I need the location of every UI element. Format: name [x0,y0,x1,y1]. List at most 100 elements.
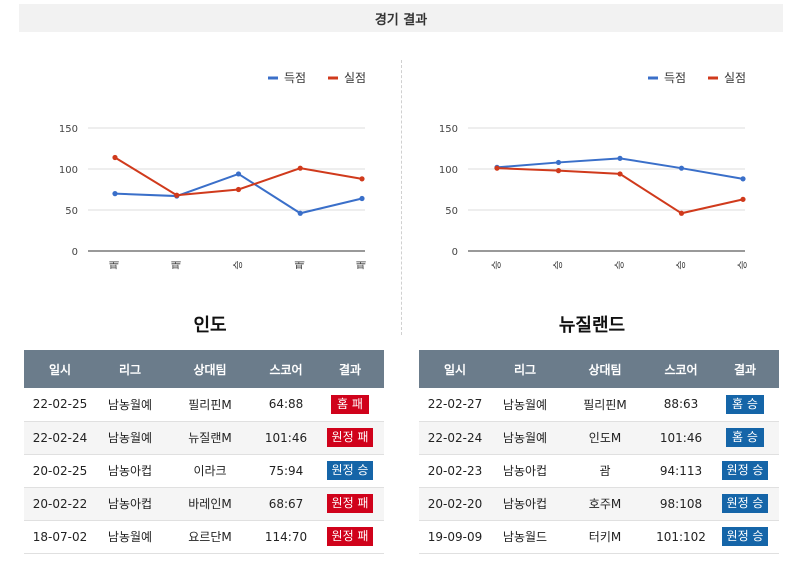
x-tick-label: 승 [491,260,503,269]
cell-opponent: 바레인M [164,487,256,521]
cell-result: 원정 패 [316,487,384,521]
cell-score: 64:88 [256,388,316,422]
table-row: 20-02-22 남농아컵 바레인M 68:67 원정 패 [24,487,384,521]
data-point [235,171,242,177]
table-row: 22-02-24 남농월예 인도M 101:46 홈 승 [419,421,779,455]
table-row: 19-09-09 남농월드 터키M 101:102 원정 승 [419,520,779,554]
data-point [555,168,562,174]
x-tick-label: 승 [553,260,565,269]
table-row: 18-07-02 남농월예 요르단M 114:70 원정 패 [24,520,384,554]
col-date: 일시 [419,350,491,388]
cell-opponent: 필리핀M [164,388,256,422]
cell-score: 114:70 [256,520,316,554]
y-tick-label: 0 [452,247,458,258]
section-title-bar: 경기 결과 [19,4,783,32]
y-tick-label: 50 [65,206,78,217]
cell-date: 22-02-25 [24,388,96,422]
result-badge: 원정 패 [326,494,374,513]
table-row: 22-02-25 남농월예 필리핀M 64:88 홈 패 [24,388,384,422]
cell-opponent: 호주M [559,487,651,521]
cell-league: 남농아컵 [491,454,559,488]
cell-opponent: 이라크 [164,454,256,488]
col-result: 결과 [316,350,384,388]
cell-result: 원정 승 [316,454,384,488]
cell-score: 101:46 [651,421,711,455]
table-header-row: 일시 리그 상대팀 스코어 결과 [419,350,779,388]
newzealand-score-chart: 0 50 100 150 승 승 승 승 승 득점 실점 [400,60,780,285]
cell-league: 남농월예 [96,421,164,455]
data-point [678,210,685,216]
team-name-india: 인도 [193,315,227,336]
x-tick-label: 승 [676,260,688,269]
col-league: 리그 [96,350,164,388]
col-score: 스코어 [651,350,711,388]
data-point [359,176,365,182]
y-tick-label: 50 [445,206,458,217]
india-chart-svg: 0 50 100 150 패 패 승 패 패 득점 실점 [59,71,368,270]
legend-label: 실점 [724,71,746,85]
cell-date: 22-02-24 [24,421,96,455]
table-header-row: 일시 리그 상대팀 스코어 결과 [24,350,384,388]
x-tick-label: 승 [233,260,245,269]
result-badge: 홈 승 [726,428,764,447]
legend-label: 득점 [664,71,686,85]
data-point [617,171,623,177]
result-badge: 원정 승 [326,461,374,480]
col-opponent: 상대팀 [559,350,651,388]
cell-score: 101:102 [651,520,711,554]
y-tick-label: 100 [59,165,78,176]
cell-result: 원정 패 [316,421,384,455]
result-badge: 홈 패 [331,394,369,414]
cell-opponent: 필리핀M [559,388,651,422]
data-point [494,165,500,171]
cell-score: 101:46 [256,421,316,455]
cell-result: 원정 승 [711,520,779,554]
newzealand-chart-svg: 0 50 100 150 승 승 승 승 승 득점 실점 [439,71,749,270]
data-point [235,186,242,193]
cell-date: 18-07-02 [24,520,96,554]
col-date: 일시 [24,350,96,388]
cell-score: 68:67 [256,487,316,521]
cell-league: 남농아컵 [96,487,164,521]
table-row: 20-02-23 남농아컵 괌 94:113 원정 승 [419,454,779,488]
cell-date: 22-02-24 [419,421,491,455]
cell-league: 남농아컵 [491,487,559,521]
data-point [112,191,118,197]
cell-score: 88:63 [651,388,711,422]
cell-score: 75:94 [256,454,316,488]
cell-date: 20-02-22 [24,487,96,521]
team-name-newzealand: 뉴질랜드 [558,315,626,336]
table-row: 22-02-27 남농월예 필리핀M 88:63 홈 승 [419,388,779,422]
result-badge: 원정 승 [721,494,769,513]
legend-label: 실점 [344,71,366,85]
cell-result: 원정 승 [711,487,779,521]
result-badge: 원정 패 [326,527,374,546]
y-tick-label: 100 [439,165,458,176]
data-point [174,192,180,198]
x-tick-label: 승 [737,260,749,269]
cell-league: 남농월예 [96,520,164,554]
data-point [555,159,562,166]
cell-opponent: 요르단M [164,520,256,554]
cell-opponent: 뉴질랜M [164,421,256,455]
data-point [740,196,746,202]
cell-league: 남농월예 [96,388,164,422]
x-tick-label: 패 [356,260,368,269]
cell-result: 홈 승 [711,388,779,422]
x-tick-label: 패 [294,260,306,269]
legend-label: 득점 [284,71,306,85]
x-tick-label: 패 [109,260,121,269]
cell-result: 홈 승 [711,421,779,455]
cell-league: 남농월예 [491,421,559,455]
cell-opponent: 괌 [559,454,651,488]
cell-date: 20-02-23 [419,454,491,488]
data-point [112,154,118,161]
y-tick-label: 0 [72,247,78,258]
data-point [359,195,365,202]
table-row: 20-02-25 남농아컵 이라크 75:94 원정 승 [24,454,384,488]
result-badge: 원정 패 [326,428,374,447]
x-tick-label: 승 [614,260,626,269]
cell-score: 98:108 [651,487,711,521]
data-point [297,165,303,171]
col-result: 결과 [711,350,779,388]
